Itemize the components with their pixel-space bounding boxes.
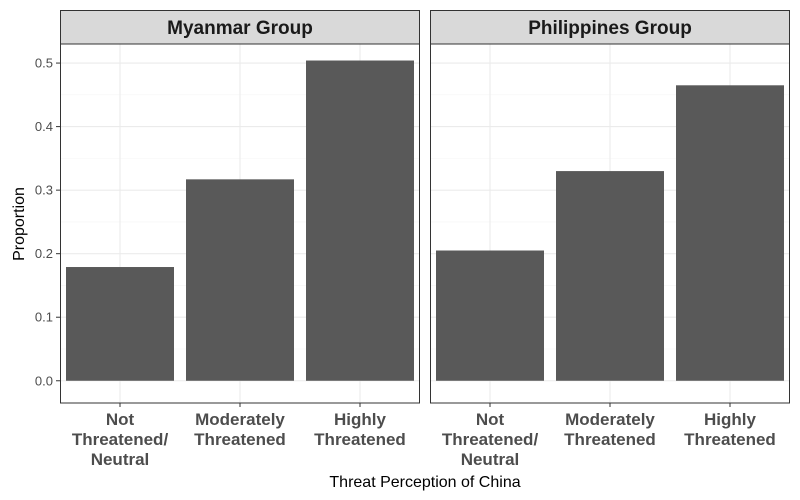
x-tick-label: Moderately Threatened	[564, 410, 656, 449]
x-tick-label-line: Threatened	[194, 430, 286, 449]
x-tick-label: Highly Threatened	[684, 410, 776, 449]
x-axis-title: Threat Perception of China	[329, 474, 520, 491]
x-tick-label: Not Threatened/Neutral	[72, 410, 169, 469]
bar-myanmar-2	[306, 60, 414, 381]
x-tick-label-line: Moderately	[565, 410, 655, 429]
facet-strip	[430, 10, 790, 45]
x-tick-label: Moderately Threatened	[194, 410, 286, 449]
x-tick-label: Not Threatened/Neutral	[442, 410, 539, 469]
x-tick-label-line: Threatened	[314, 430, 406, 449]
y-tick-label: 0.1	[35, 310, 53, 325]
bar-philippines-0	[436, 250, 544, 381]
facet-strip	[60, 10, 420, 45]
x-tick-label-line: Neutral	[461, 450, 520, 469]
bar-philippines-2	[676, 85, 784, 381]
facet-title: Myanmar Group	[167, 18, 313, 39]
x-tick-label-line: Threatened/	[442, 430, 539, 449]
x-tick-label: Highly Threatened	[314, 410, 406, 449]
x-tick-label-line: Threatened/	[72, 430, 169, 449]
x-tick-label-line: Neutral	[91, 450, 150, 469]
y-tick-label: 0.3	[35, 183, 53, 198]
y-tick-label: 0.2	[35, 246, 53, 261]
facet-title: Philippines Group	[528, 18, 692, 39]
bar-myanmar-0	[66, 267, 174, 381]
y-axis-title: Proportion	[11, 187, 28, 261]
y-tick-label: 0.0	[35, 373, 53, 388]
x-tick-label-line: Highly	[334, 410, 386, 429]
y-tick-label: 0.5	[35, 56, 53, 71]
x-tick-label-line: Not	[476, 410, 505, 429]
x-tick-label-line: Threatened	[564, 430, 656, 449]
x-tick-label-line: Not	[106, 410, 135, 429]
x-tick-label-line: Moderately	[195, 410, 285, 429]
x-tick-label-line: Threatened	[684, 430, 776, 449]
bar-myanmar-1	[186, 179, 294, 381]
y-tick-label: 0.4	[35, 119, 53, 134]
x-tick-label-line: Highly	[704, 410, 756, 429]
bar-philippines-1	[556, 171, 664, 381]
